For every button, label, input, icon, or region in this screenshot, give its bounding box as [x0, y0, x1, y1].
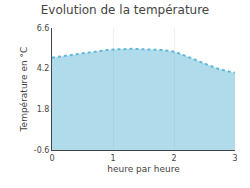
- svg-text:2: 2: [171, 154, 176, 163]
- svg-text:Evolution de la température: Evolution de la température: [41, 3, 210, 17]
- svg-text:1: 1: [110, 154, 115, 163]
- svg-text:Température en °C: Température en °C: [19, 47, 29, 133]
- svg-text:4.2: 4.2: [37, 64, 50, 73]
- svg-text:6.6: 6.6: [37, 24, 50, 33]
- svg-text:3: 3: [232, 154, 237, 163]
- svg-text:-0.6: -0.6: [34, 146, 50, 155]
- svg-text:0: 0: [49, 154, 54, 163]
- svg-text:1.8: 1.8: [37, 105, 50, 114]
- svg-text:heure par heure: heure par heure: [107, 164, 180, 174]
